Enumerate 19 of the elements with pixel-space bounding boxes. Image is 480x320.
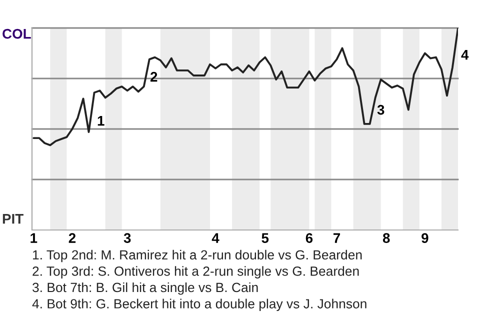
x-tick-label: 8 (382, 233, 390, 243)
annotation: 2 (150, 72, 158, 82)
text: 2. Top 3rd: S. Ontiveros hit a 2-run single vs G. Bearden (32, 266, 359, 278)
x-tick-label: 7 (333, 233, 340, 243)
annotation: 3 (377, 104, 384, 115)
x-tick-label: 9 (422, 233, 428, 243)
text: 4 (461, 50, 469, 60)
text: 3. Bot 7th: B. Gil hit a single vs B. Cain (32, 282, 258, 295)
x-tick-label: 6 (306, 233, 313, 243)
x-tick-label: 3 (124, 233, 131, 243)
x-tick-label: 2 (68, 233, 76, 243)
x-tick-label: 4 (212, 233, 220, 243)
x-tick-label: 5 (262, 233, 269, 243)
text: COL (2, 28, 31, 39)
text: 4. Bot 9th: G. Beckert hit into a double play vs J. Johnson (32, 298, 366, 312)
text: 1. Top 2nd: M. Ramirez hit a 2-run double vs G. Bearden (33, 250, 362, 262)
text: PIT (2, 214, 24, 224)
x-tick-label: 1 (30, 233, 38, 243)
annotation: 1 (98, 116, 104, 126)
